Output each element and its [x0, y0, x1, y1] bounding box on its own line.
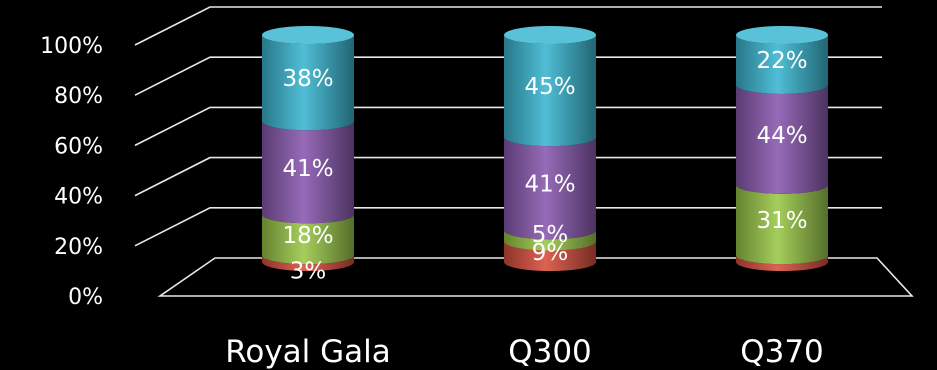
- data-label: 9%: [532, 240, 569, 266]
- data-label: 41%: [282, 156, 333, 182]
- gridline: [134, 106, 882, 147]
- cylinder-top-cap: [736, 26, 828, 44]
- bar-segment: [736, 184, 828, 265]
- y-tick-label: 20%: [54, 235, 103, 260]
- x-category-label: Q300: [508, 334, 592, 370]
- data-label: 31%: [756, 208, 807, 234]
- bar-segment: [736, 84, 828, 194]
- data-label: 22%: [756, 48, 807, 74]
- bar-segment: [504, 137, 596, 240]
- data-label: 41%: [524, 172, 575, 198]
- bar-segment: [736, 35, 828, 94]
- bar-segment: [262, 255, 354, 271]
- gridline: [134, 156, 882, 197]
- data-label: 18%: [282, 223, 333, 249]
- bar-segment: [504, 230, 596, 251]
- bar-segment: [262, 35, 354, 131]
- gridline: [134, 56, 882, 96]
- data-label: 3%: [290, 259, 327, 285]
- y-tick-label: 100%: [40, 34, 103, 59]
- x-axis-categories: Royal Gala Q300 Q370: [225, 334, 824, 370]
- bars: [262, 26, 828, 271]
- y-tick-label: 60%: [54, 134, 103, 159]
- bar-segment: [262, 214, 354, 265]
- data-labels: 3% 18% 41% 38% 9%5% 41% 45% 31% 44% 22%: [282, 48, 807, 285]
- floor-plane: [157, 257, 914, 297]
- x-category-label: Royal Gala: [225, 334, 391, 370]
- bar-segment: [504, 35, 596, 147]
- x-category-label: Q370: [740, 334, 824, 370]
- data-label: 5%: [532, 222, 569, 248]
- y-axis-ticks: 0% 20% 40% 60% 80% 100%: [40, 34, 103, 310]
- gridline: [134, 6, 882, 46]
- data-label: 38%: [282, 66, 333, 92]
- y-tick-label: 80%: [54, 84, 103, 109]
- data-label: 44%: [756, 123, 807, 149]
- bar-segment: [504, 241, 596, 271]
- gridlines: [134, 6, 914, 297]
- bar-segment: [736, 255, 828, 271]
- y-tick-label: 0%: [68, 285, 103, 310]
- bar-segment: [262, 121, 354, 224]
- y-tick-label: 40%: [54, 185, 103, 210]
- gridline: [134, 207, 882, 247]
- data-label: 45%: [524, 74, 575, 100]
- cylinder-top-cap: [504, 26, 596, 44]
- cylinder-top-cap: [262, 26, 354, 44]
